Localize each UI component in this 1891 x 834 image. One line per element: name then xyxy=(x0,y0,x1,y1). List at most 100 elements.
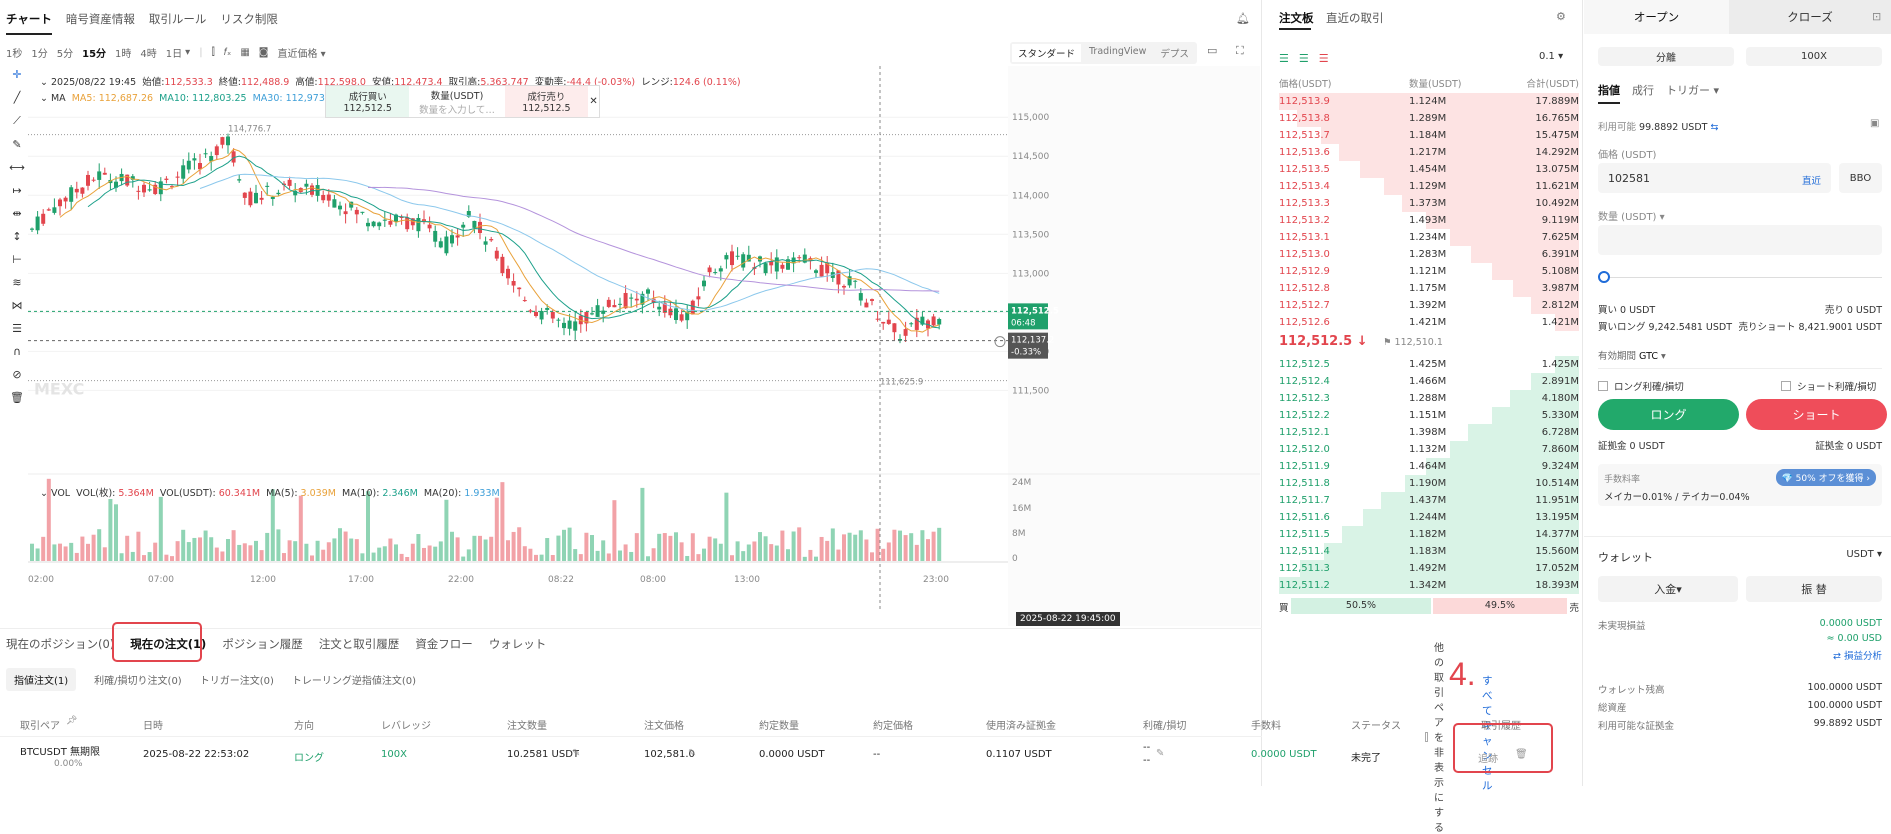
bid-row[interactable]: 112,511.4 1.183M 15.560M xyxy=(1279,543,1579,560)
ask-row[interactable]: 112,513.1 1.234M 7.625M xyxy=(1279,229,1579,246)
qty-slider[interactable] xyxy=(1604,277,1882,278)
fib-icon[interactable]: ≋ xyxy=(12,276,22,289)
subtab-trigger[interactable]: トリガー注文(0) xyxy=(199,676,274,687)
long-tpsl-checkbox[interactable]: ロング利確/損切 xyxy=(1598,379,1684,393)
parallel-channel-icon[interactable]: ⇹ xyxy=(12,207,22,220)
ask-row[interactable]: 112,512.9 1.121M 5.108M xyxy=(1279,263,1579,280)
tf-5m[interactable]: 5分 xyxy=(56,48,74,60)
horizontal-line-icon[interactable]: ⟷ xyxy=(9,161,25,174)
quick-qty-field[interactable]: 数量(USDT) 数量を入力して… xyxy=(419,90,495,116)
tf-1s[interactable]: 1秒 xyxy=(6,48,23,60)
magnet-icon[interactable]: ∩ xyxy=(12,345,22,358)
bid-row[interactable]: 112,512.2 1.151M 5.330M xyxy=(1279,407,1579,424)
trash-icon[interactable]: 🗑︎ xyxy=(10,391,24,404)
bid-row[interactable]: 112,511.5 1.182M 14.377M xyxy=(1279,526,1579,543)
price-type-select[interactable]: 直近価格 ▾ xyxy=(277,48,326,60)
ask-row[interactable]: 112,513.3 1.373M 10.492M xyxy=(1279,195,1579,212)
deposit-button[interactable]: 入金 ▾ xyxy=(1598,576,1738,602)
wallet-currency-select[interactable]: USDT ▾ xyxy=(1846,549,1882,560)
ask-row[interactable]: 112,512.6 1.421M 1.421M xyxy=(1279,314,1579,331)
subtab-trailing[interactable]: トレーリング逆指値注文(0) xyxy=(291,676,417,687)
type-market[interactable]: 成行 xyxy=(1632,84,1654,97)
tab-fund-flow[interactable]: 資金フロー xyxy=(415,637,473,651)
bid-row[interactable]: 112,511.2 1.342M 18.393M xyxy=(1279,577,1579,594)
vertical-line-icon[interactable]: ↕ xyxy=(12,230,22,243)
tab-recent-trades[interactable]: 直近の取引 xyxy=(1326,11,1384,25)
margin-mode-button[interactable]: 分離 xyxy=(1598,47,1734,66)
horizontal-ray-icon[interactable]: ↦ xyxy=(12,184,22,197)
tf-4h[interactable]: 4時 xyxy=(140,48,157,60)
camera-icon[interactable]: ◙ xyxy=(258,46,269,58)
edit-tpsl-icon[interactable]: ✎ xyxy=(1156,748,1165,759)
tab-positions[interactable]: 現在のポジション(0) xyxy=(6,637,115,651)
track-button[interactable]: 追跡 xyxy=(1478,754,1498,765)
view-depth[interactable]: デプス xyxy=(1160,49,1189,60)
pattern-icon[interactable]: ⋈ xyxy=(11,299,23,312)
bell-icon[interactable]: 🔔︎ xyxy=(1236,12,1250,25)
view-standard[interactable]: スタンダード xyxy=(1012,44,1082,62)
ask-row[interactable]: 112,513.8 1.289M 16.765M xyxy=(1279,110,1579,127)
tf-1m[interactable]: 1分 xyxy=(31,48,48,60)
ask-row[interactable]: 112,513.2 1.493M 9.119M xyxy=(1279,212,1579,229)
hide-drawings-icon[interactable]: ⊘ xyxy=(12,368,22,381)
trend-line-icon[interactable]: ╱ xyxy=(13,91,21,104)
tab-crypto-info[interactable]: 暗号資産情報 xyxy=(65,12,135,26)
ask-row[interactable]: 112,513.5 1.454M 13.075M xyxy=(1279,161,1579,178)
bid-row[interactable]: 112,511.7 1.437M 11.951M xyxy=(1279,492,1579,509)
bid-row[interactable]: 112,512.5 1.425M 1.425M xyxy=(1279,356,1579,373)
ask-row[interactable]: 112,513.4 1.129M 11.621M xyxy=(1279,178,1579,195)
edit-qty-icon[interactable]: ✎ xyxy=(572,748,581,759)
ask-row[interactable]: 112,512.7 1.392M 2.812M xyxy=(1279,297,1579,314)
fee-discount-badge[interactable]: 💎 50% オフを獲得 › xyxy=(1775,469,1876,486)
ask-row[interactable]: 112,513.0 1.283M 6.391M xyxy=(1279,246,1579,263)
precision-select[interactable]: 0.1 ▾ xyxy=(1539,51,1564,62)
time-in-force[interactable]: 有効期間 GTC ▾ xyxy=(1598,351,1666,362)
chevron-down-icon[interactable]: ▾ xyxy=(185,46,191,58)
tab-risk-limits[interactable]: リスク制限 xyxy=(220,12,278,26)
type-limit[interactable]: 指値 xyxy=(1598,82,1620,104)
collapse-icon[interactable]: ⊡ xyxy=(1872,10,1882,23)
tf-1d[interactable]: 1日 xyxy=(165,48,183,60)
trash-icon[interactable]: 🗑︎ xyxy=(1515,749,1528,760)
transfer-button[interactable]: 振 替 xyxy=(1746,576,1882,602)
ask-row[interactable]: 112,513.9 1.124M 17.889M xyxy=(1279,93,1579,110)
slider-handle[interactable] xyxy=(1598,271,1610,283)
market-sell-button[interactable]: 成行売り 112,512.5 xyxy=(504,86,589,117)
pair-cell[interactable]: BTCUSDT 無期限 xyxy=(20,747,101,758)
tab-close[interactable]: クローズ xyxy=(1729,0,1891,34)
bbo-button[interactable]: BBO xyxy=(1839,163,1882,193)
bid-row[interactable]: 112,512.1 1.398M 6.728M xyxy=(1279,424,1579,441)
tab-order-history[interactable]: 注文と取引履歴 xyxy=(318,637,400,651)
tf-15m[interactable]: 15分 xyxy=(82,48,107,60)
candle-type-icon[interactable]: ⫿ xyxy=(211,46,215,58)
bid-row[interactable]: 112,512.4 1.466M 2.891M xyxy=(1279,373,1579,390)
mid-price[interactable]: 112,512.5 ↓ xyxy=(1279,334,1368,349)
tab-chart[interactable]: チャート xyxy=(6,11,52,35)
tab-order-book[interactable]: 注文板 xyxy=(1279,11,1314,25)
tab-trading-rules[interactable]: 取引ルール xyxy=(148,12,207,26)
ask-row[interactable]: 112,513.7 1.184M 15.475M xyxy=(1279,127,1579,144)
tab-open[interactable]: オープン xyxy=(1584,0,1729,34)
price-line-icon[interactable]: ⊢ xyxy=(12,253,22,266)
bid-row[interactable]: 112,512.0 1.132M 7.860M xyxy=(1279,441,1579,458)
candlestick-chart[interactable]: 115,000 114,500 114,000 113,500 113,000 112,5… xyxy=(28,66,1260,626)
asks-only-icon[interactable]: ☰ xyxy=(1318,52,1329,65)
leverage-button[interactable]: 100X xyxy=(1746,47,1882,66)
settings-icon[interactable]: ▭ xyxy=(1207,44,1218,57)
market-buy-button[interactable]: 成行買い 112,512.5 xyxy=(326,86,410,117)
tab-wallet[interactable]: ウォレット xyxy=(488,637,547,651)
short-button[interactable]: ショート xyxy=(1746,399,1887,430)
price-input[interactable]: 102581 直近 xyxy=(1598,163,1831,193)
pin-icon[interactable]: 📌︎ xyxy=(66,716,78,726)
bid-row[interactable]: 112,511.3 1.492M 17.052M xyxy=(1279,560,1579,577)
qty-input[interactable] xyxy=(1598,225,1882,255)
long-button[interactable]: ロング xyxy=(1598,399,1739,430)
recent-price-button[interactable]: 直近 xyxy=(1801,176,1821,187)
short-tpsl-checkbox[interactable]: ショート利確/損切 xyxy=(1781,379,1876,393)
view-tradingview[interactable]: TradingView xyxy=(1089,46,1147,57)
brush-icon[interactable]: ✎ xyxy=(12,138,22,151)
transfer-icon[interactable]: ⇆ xyxy=(1710,122,1719,133)
ask-row[interactable]: 112,512.8 1.175M 3.987M xyxy=(1279,280,1579,297)
layout-icon[interactable]: ▦ xyxy=(240,46,250,58)
ray-icon[interactable]: ⟋ xyxy=(13,114,21,127)
